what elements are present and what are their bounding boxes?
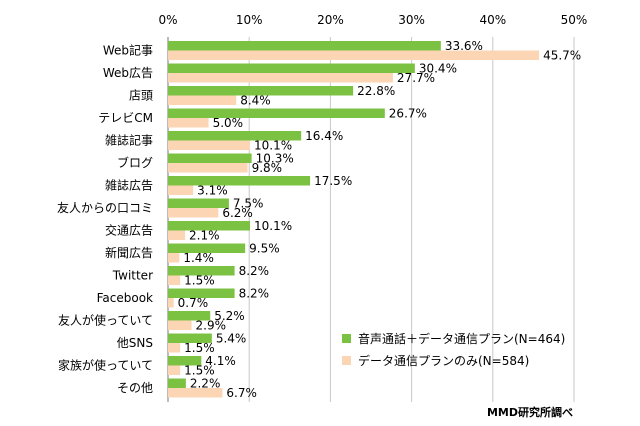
bar-voice-data [168,63,415,73]
bar-voice-data [168,176,311,186]
value-label-voice-data: 7.5% [233,197,264,211]
bar-voice-data [168,333,212,343]
x-tick-label: 50% [561,13,588,27]
value-label-data-only: 5.0% [213,116,244,130]
value-label-data-only: 10.1% [254,139,292,153]
bar-data-only [168,230,186,240]
category-label: 交通広告 [105,223,153,238]
bar-data-only [168,140,251,150]
value-label-data-only: 2.9% [196,319,227,333]
value-label-data-only: 1.5% [184,364,215,378]
bar-data-only [168,163,248,173]
value-label-voice-data: 17.5% [314,174,352,188]
x-tick-label: 0% [158,13,177,27]
bar-voice-data [168,378,186,388]
value-label-voice-data: 5.4% [216,332,247,346]
category-label: Web広告 [103,66,153,80]
bar-data-only [168,320,192,330]
category-label: 家族が使っていて [58,358,153,373]
category-label: 新聞広告 [105,245,153,260]
source-note: MMD研究所調べ [487,405,573,419]
legend-label-voice-data: 音声通話＋データ通信プラン(N=464) [358,331,565,346]
bar-data-only [168,185,194,195]
value-label-voice-data: 30.4% [419,62,457,76]
value-label-voice-data: 2.2% [190,377,221,391]
bar-voice-data [168,198,229,208]
value-label-voice-data: 26.7% [389,107,427,121]
bars [168,41,540,398]
value-label-voice-data: 33.6% [445,39,483,53]
x-axis-tick-labels: 0% 10% 20% 30% 40% 50% [158,13,587,27]
legend-swatch-voice-data [342,334,351,343]
category-label: Facebook [97,291,153,305]
bar-data-only [168,298,174,308]
value-label-data-only: 27.7% [397,71,435,85]
category-label: 友人からの口コミ [57,201,153,215]
category-label: 雑誌広告 [105,178,153,193]
bar-voice-data [168,108,385,118]
bar-voice-data [168,288,235,298]
value-label-data-only: 1.4% [183,251,214,265]
value-label-voice-data: 8.2% [239,264,269,278]
bar-data-only [168,208,219,218]
category-label: 雑誌記事 [105,133,153,148]
value-labels: 33.6% 45.7% 30.4%27.7%22.8% 8.4% 26.7% 5.0% 16… [178,39,582,400]
value-label-data-only: 1.5% [184,274,215,288]
value-label-data-only: 45.7% [543,49,581,63]
bar-data-only [168,343,181,353]
value-label-data-only: 6.7% [226,386,256,400]
value-label-data-only: 1.5% [184,341,215,355]
x-tick-label: 20% [317,13,344,27]
value-label-voice-data: 16.4% [305,129,343,143]
category-label: 友人が使っていて [58,313,153,328]
bar-voice-data [168,266,235,276]
category-label: 他SNS [117,336,153,350]
value-label-voice-data: 10.1% [254,219,292,233]
bar-data-only [168,388,223,398]
legend: 音声通話＋データ通信プラン(N=464) データ通信プランのみ(N=584) [342,331,565,368]
bar-voice-data [168,221,251,231]
x-tick-label: 40% [479,13,506,27]
bar-voice-data [168,41,441,51]
legend-swatch-data-only [342,356,351,365]
bar-data-only [168,275,181,285]
value-label-voice-data: 10.3% [256,152,294,166]
bar-data-only [168,95,237,105]
value-label-data-only: 2.1% [189,229,220,243]
value-label-voice-data: 22.8% [357,84,395,98]
bar-voice-data [168,153,252,163]
bar-data-only [168,118,209,128]
bar-data-only [168,50,540,60]
value-label-data-only: 9.8% [252,161,282,175]
bar-voice-data [168,243,246,253]
category-label: Web記事 [103,43,153,58]
value-label-data-only: 8.4% [240,94,271,108]
value-label-data-only: 0.7% [178,296,209,310]
x-tick-label: 30% [398,13,425,27]
value-label-voice-data: 9.5% [249,242,280,256]
value-label-voice-data: 5.2% [214,309,245,323]
bar-data-only [168,253,180,263]
x-tick-label: 10% [236,13,263,27]
category-label: 店頭 [129,89,153,103]
category-label: Twitter [112,269,153,283]
value-label-voice-data: 8.2% [239,287,269,301]
bar-data-only [168,365,181,375]
bar-voice-data [168,311,211,321]
value-label-voice-data: 4.1% [205,354,236,368]
bar-voice-data [168,86,354,96]
category-label: テレビCM [98,111,153,125]
bar-voice-data [168,356,202,366]
value-label-data-only: 3.1% [197,184,228,198]
legend-label-data-only: データ通信プランのみ(N=584) [358,353,529,368]
bar-voice-data [168,131,302,141]
value-label-data-only: 6.2% [222,206,253,220]
bar-data-only [168,73,393,83]
category-label: ブログ [117,155,153,170]
category-label: その他 [117,381,153,395]
